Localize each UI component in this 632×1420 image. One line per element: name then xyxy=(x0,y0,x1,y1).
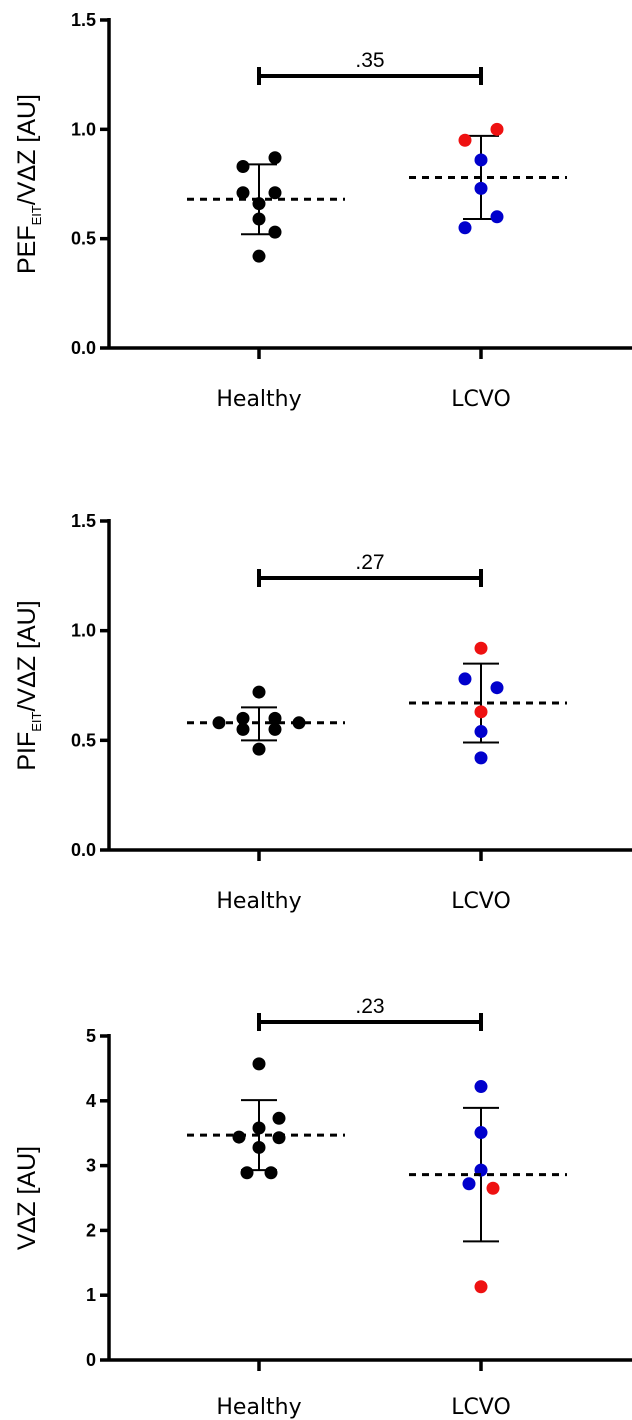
data-point xyxy=(272,1111,286,1125)
data-point xyxy=(252,249,266,263)
data-point xyxy=(490,122,504,136)
data-point xyxy=(462,1177,476,1191)
data-point xyxy=(252,1140,266,1154)
data-point xyxy=(252,685,266,699)
chart-panel-1: 0.0 0.5 1.0 1.5 PEFEIT/VΔZ [AU] Healthy LCVO .3… xyxy=(13,10,632,412)
data-point xyxy=(252,212,266,226)
y-tick-label: 5 xyxy=(86,1026,96,1046)
data-point xyxy=(268,151,282,165)
y-axis-title-subscript: EIT xyxy=(29,711,44,731)
p-value-label: .27 xyxy=(355,551,384,574)
y-axis-title: PIFEIT/VΔZ [AU] xyxy=(13,600,44,770)
p-value-label: .23 xyxy=(355,995,384,1018)
x-tick-label: LCVO xyxy=(451,1395,511,1420)
data-point xyxy=(474,1280,488,1294)
y-axis-title-main: PIF xyxy=(13,732,41,771)
y-tick-label: 0 xyxy=(86,1350,96,1370)
data-point xyxy=(474,181,488,195)
y-tick-label: 2 xyxy=(86,1220,96,1240)
data-point xyxy=(272,1131,286,1145)
data-point xyxy=(486,1181,500,1195)
data-point xyxy=(252,742,266,756)
y-tick-label: 1 xyxy=(86,1285,96,1305)
y-axis-title-main: VΔZ [AU] xyxy=(13,1146,41,1250)
y-axis-title-main: PEF xyxy=(13,225,41,274)
y-tick-label: 4 xyxy=(86,1091,96,1111)
data-point xyxy=(264,1166,278,1180)
data-point xyxy=(474,725,488,739)
x-tick-label: Healthy xyxy=(216,1395,301,1420)
y-tick-label: 0.5 xyxy=(71,730,96,750)
data-point xyxy=(252,1057,266,1071)
data-point xyxy=(458,672,472,686)
y-axis-title-rest: /VΔZ [AU] xyxy=(13,94,41,205)
data-point xyxy=(268,225,282,239)
data-point xyxy=(474,705,488,719)
y-axis-title-subscript: EIT xyxy=(29,205,44,225)
data-point xyxy=(490,210,504,224)
data-point xyxy=(236,186,250,200)
y-axis-title-rest: /VΔZ [AU] xyxy=(13,600,41,711)
data-point xyxy=(474,641,488,655)
data-point xyxy=(474,1080,488,1094)
y-axis-title: VΔZ [AU] xyxy=(13,1146,41,1250)
p-value-label: .35 xyxy=(355,49,384,72)
x-tick-label: Healthy xyxy=(216,889,301,914)
data-point xyxy=(232,1130,246,1144)
data-point xyxy=(474,1126,488,1140)
y-tick-label: 1.5 xyxy=(71,10,96,30)
data-point xyxy=(252,1121,266,1135)
data-point xyxy=(240,1166,254,1180)
x-tick-label: LCVO xyxy=(451,889,511,914)
y-tick-label: 0.0 xyxy=(71,840,96,860)
y-tick-label: 1.0 xyxy=(71,119,96,139)
y-tick-label: 3 xyxy=(86,1156,96,1176)
y-tick-label: 0.0 xyxy=(71,338,96,358)
data-point xyxy=(236,722,250,736)
x-tick-label: LCVO xyxy=(451,387,511,412)
data-point xyxy=(474,153,488,167)
y-tick-label: 1.5 xyxy=(71,511,96,531)
chart-panel-3: 0 1 2 3 4 5 VΔZ [AU] Healthy LCVO .23 xyxy=(13,995,632,1420)
data-point xyxy=(458,221,472,235)
x-tick-label: Healthy xyxy=(216,387,301,412)
data-point xyxy=(474,751,488,765)
y-axis-title: PEFEIT/VΔZ [AU] xyxy=(13,94,44,274)
y-tick-label: 1.0 xyxy=(71,621,96,641)
data-point xyxy=(458,133,472,147)
data-point xyxy=(268,186,282,200)
data-point xyxy=(236,160,250,174)
y-tick-label: 0.5 xyxy=(71,229,96,249)
chart-panel-2: 0.0 0.5 1.0 1.5 PIFEIT/VΔZ [AU] Healthy LCVO .2… xyxy=(13,511,632,914)
data-point xyxy=(268,722,282,736)
data-point xyxy=(292,716,306,730)
data-point xyxy=(490,681,504,695)
